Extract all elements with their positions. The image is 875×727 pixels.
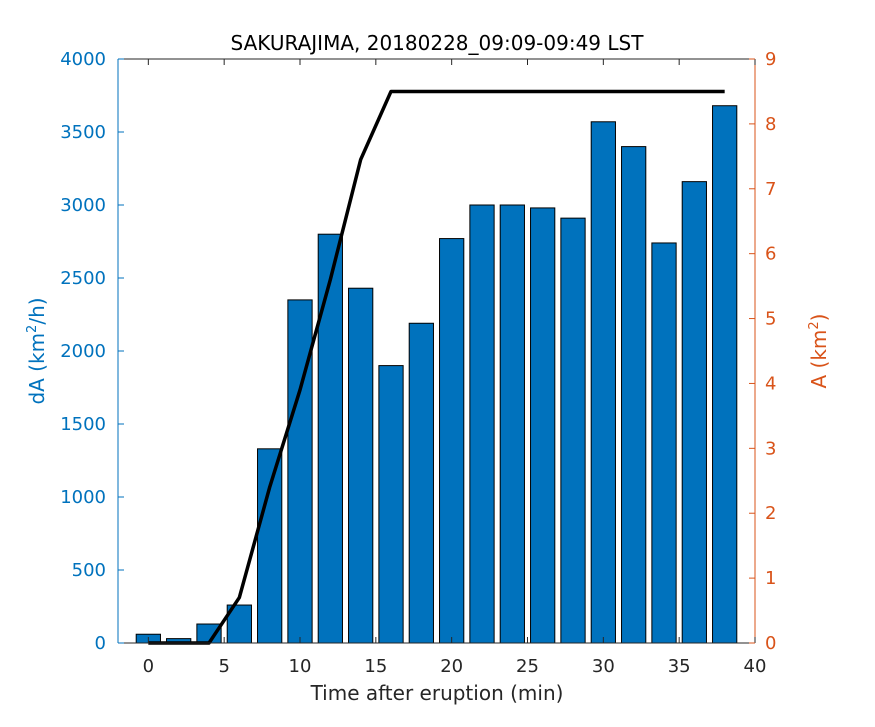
y-left-tick-label: 1500 <box>60 414 106 435</box>
x-axis-label: Time after eruption (min) <box>310 681 564 705</box>
x-tick-label: 40 <box>744 656 767 677</box>
bar <box>621 146 647 644</box>
x-tick-label: 30 <box>592 656 615 677</box>
y-right-tick-label: 5 <box>765 309 776 330</box>
bar <box>499 204 525 644</box>
line-series <box>148 89 725 645</box>
y-left-tick-label: 0 <box>95 633 106 654</box>
y-left-tick-label: 2000 <box>60 341 106 362</box>
y-left-tick-label: 3000 <box>60 195 106 216</box>
bar <box>469 204 495 644</box>
bar <box>287 299 313 644</box>
bar <box>651 242 677 644</box>
x-tick-label: 10 <box>289 656 312 677</box>
bar <box>530 207 556 644</box>
y-right-tick-label: 7 <box>765 179 776 200</box>
y-left-tick-label: 500 <box>72 560 106 581</box>
y-right-axis-label: A (km2) <box>807 314 831 389</box>
area-line <box>148 89 725 645</box>
bar <box>560 217 586 644</box>
y-right-tick-label: 4 <box>765 373 776 394</box>
bar <box>317 233 343 644</box>
y-right-tick-label: 8 <box>765 114 776 135</box>
plot-area <box>118 59 755 643</box>
bar <box>378 365 404 644</box>
y-right-tick-label: 6 <box>765 244 776 265</box>
y-left-tick-label: 4000 <box>60 49 106 70</box>
bar <box>712 105 738 644</box>
x-tick-label: 25 <box>516 656 539 677</box>
bar <box>257 448 283 644</box>
y-left-tick-label: 2500 <box>60 268 106 289</box>
bar <box>348 287 374 644</box>
y-left-axis-label: dA (km2/h) <box>25 297 49 404</box>
y-right-tick-label: 9 <box>765 49 776 70</box>
x-tick-label: 35 <box>668 656 691 677</box>
y-right-tick-label: 0 <box>765 633 776 654</box>
y-left-tick-label: 1000 <box>60 487 106 508</box>
bar <box>590 121 616 644</box>
chart-title: SAKURAJIMA, 20180228_09:09-09:49 LST <box>231 31 645 55</box>
bar-series <box>135 105 738 644</box>
y-right-tick-label: 2 <box>765 503 776 524</box>
y-right-tick-label: 1 <box>765 568 776 589</box>
plot-background <box>118 59 755 643</box>
bar <box>439 238 465 644</box>
y-left-tick-label: 3500 <box>60 122 106 143</box>
x-tick-label: 5 <box>218 656 229 677</box>
x-tick-label: 0 <box>143 656 154 677</box>
y-right-tick-label: 3 <box>765 438 776 459</box>
x-tick-label: 15 <box>364 656 387 677</box>
axes: 0 5 10 15 20 25 30 35 40050010001500200025003000… <box>60 49 776 677</box>
bar <box>408 322 434 644</box>
bar <box>681 181 707 644</box>
x-tick-label: 20 <box>440 656 463 677</box>
